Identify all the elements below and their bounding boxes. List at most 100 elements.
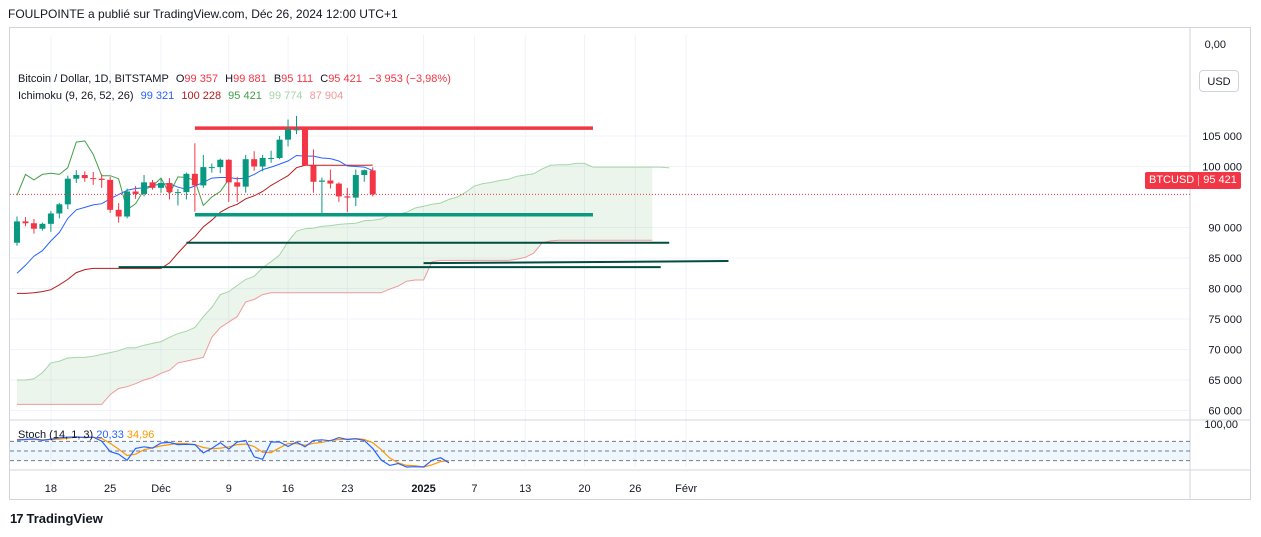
price-tick-label: 75 000: [1208, 314, 1242, 326]
price-tick-label: 80 000: [1208, 284, 1242, 296]
close-label: C: [320, 73, 329, 85]
time-tick-label: 7: [471, 483, 477, 495]
price-tick-label: 100 000: [1202, 162, 1242, 174]
candle-body: [81, 175, 88, 179]
candle: [174, 189, 181, 206]
candle-body: [47, 213, 54, 224]
time-tick-label: 2025: [411, 483, 435, 495]
candle: [22, 217, 29, 227]
price-tick-label: 90 000: [1208, 223, 1242, 235]
stochastic-pane: 100,00: [10, 419, 1238, 468]
change-value: −3 953 (−3,98%): [368, 73, 451, 85]
tradingview-logo[interactable]: 17 TradingView: [10, 511, 103, 526]
ichimoku-chikou-value: 95 421: [228, 90, 262, 102]
candle-body: [166, 182, 173, 193]
price-axis: 105 000 100 000 90 000 85 000 80 000 75 000 70…: [1202, 39, 1242, 418]
time-tick-label: 20: [578, 483, 590, 495]
candle: [141, 175, 148, 197]
candle-body: [268, 157, 275, 159]
candle-body: [132, 191, 139, 194]
candle-body: [174, 192, 181, 194]
candle: [200, 154, 207, 188]
high-label: H: [225, 73, 234, 85]
candle: [242, 154, 249, 193]
candle: [310, 149, 317, 193]
candle: [39, 222, 46, 231]
candle-body: [259, 157, 266, 167]
candle: [90, 171, 97, 185]
candle-body: [149, 182, 156, 188]
candle-body: [191, 173, 198, 186]
candle: [285, 119, 292, 147]
candle-body: [293, 129, 300, 131]
candle-body: [39, 223, 46, 229]
time-tick-label: Déc: [151, 483, 171, 495]
candle-body: [242, 159, 249, 187]
level-line-4: [423, 260, 729, 265]
candle: [352, 169, 359, 207]
candle-body: [30, 223, 37, 229]
candle-body: [98, 178, 105, 180]
candle: [259, 154, 266, 172]
stoch-name: Stoch (14, 1, 3): [18, 429, 94, 441]
ichimoku-kijun-value: 100 228: [181, 90, 222, 102]
candle-body: [115, 209, 122, 217]
candle: [107, 176, 114, 213]
candle-body: [251, 159, 258, 167]
span-a-line: [17, 162, 670, 381]
currency-button[interactable]: USD: [1199, 70, 1239, 92]
low-value: 95 111: [281, 73, 314, 85]
ichimoku-spanb-value: 87 904: [309, 90, 344, 102]
candle-body: [318, 180, 325, 182]
candle-body: [157, 182, 164, 188]
candle-body: [310, 165, 317, 182]
time-tick-label: 16: [282, 483, 294, 495]
symbol-legend: Bitcoin / Dollar, 1D, BITSTAMP O99 357 H…: [18, 73, 455, 85]
stoch-axis-label: 100,00: [1204, 419, 1238, 431]
candle: [361, 169, 368, 182]
candle-body: [344, 196, 351, 198]
candle: [56, 203, 63, 219]
time-tick-label: 26: [629, 483, 641, 495]
price-tick-label: 105 000: [1202, 131, 1242, 143]
time-tick-label: 25: [104, 483, 116, 495]
candle: [268, 150, 275, 163]
tradingview-icon: 17: [10, 511, 24, 526]
time-tick-label: 18: [45, 483, 57, 495]
high-value: 99 881: [233, 73, 267, 85]
candle-body: [124, 191, 131, 217]
ichimoku-name: Ichimoku (9, 26, 52, 26): [18, 90, 134, 102]
time-tick-label: Févr: [675, 483, 697, 495]
candle-body: [141, 182, 148, 194]
time-tick-label: 13: [519, 483, 531, 495]
candle: [98, 174, 105, 188]
open-label: O: [175, 73, 185, 85]
price-tick-label: 65 000: [1208, 375, 1242, 387]
time-tick-label: 23: [341, 483, 353, 495]
horizontal-levels: [118, 126, 729, 269]
price-top-label: 0,00: [1205, 39, 1226, 51]
ichimoku-legend: Ichimoku (9, 26, 52, 26) 99 321 100 228 …: [18, 90, 347, 102]
ichimoku-spana-value: 99 774: [268, 90, 303, 102]
candle: [157, 179, 164, 193]
candle: [225, 159, 232, 202]
price-tag-value: 95 421: [1203, 174, 1237, 186]
candle-body: [14, 221, 20, 243]
candle: [115, 203, 122, 223]
candle: [335, 182, 342, 202]
ichimoku-tenkan-value: 99 321: [140, 90, 175, 102]
candle-body: [107, 179, 114, 210]
price-tick-label: 85 000: [1208, 253, 1242, 265]
stoch-d-value: 34,96: [126, 429, 155, 441]
candle: [369, 167, 376, 197]
candle-body: [352, 175, 359, 198]
candle-body: [285, 129, 292, 140]
candle: [149, 179, 156, 190]
candle-body: [301, 129, 308, 166]
last-price-tag: BTCUSD 95 421: [1145, 172, 1241, 189]
candle: [234, 176, 241, 202]
chart-frame: [9, 27, 1251, 500]
candle-body: [56, 204, 63, 214]
candle: [293, 115, 300, 135]
